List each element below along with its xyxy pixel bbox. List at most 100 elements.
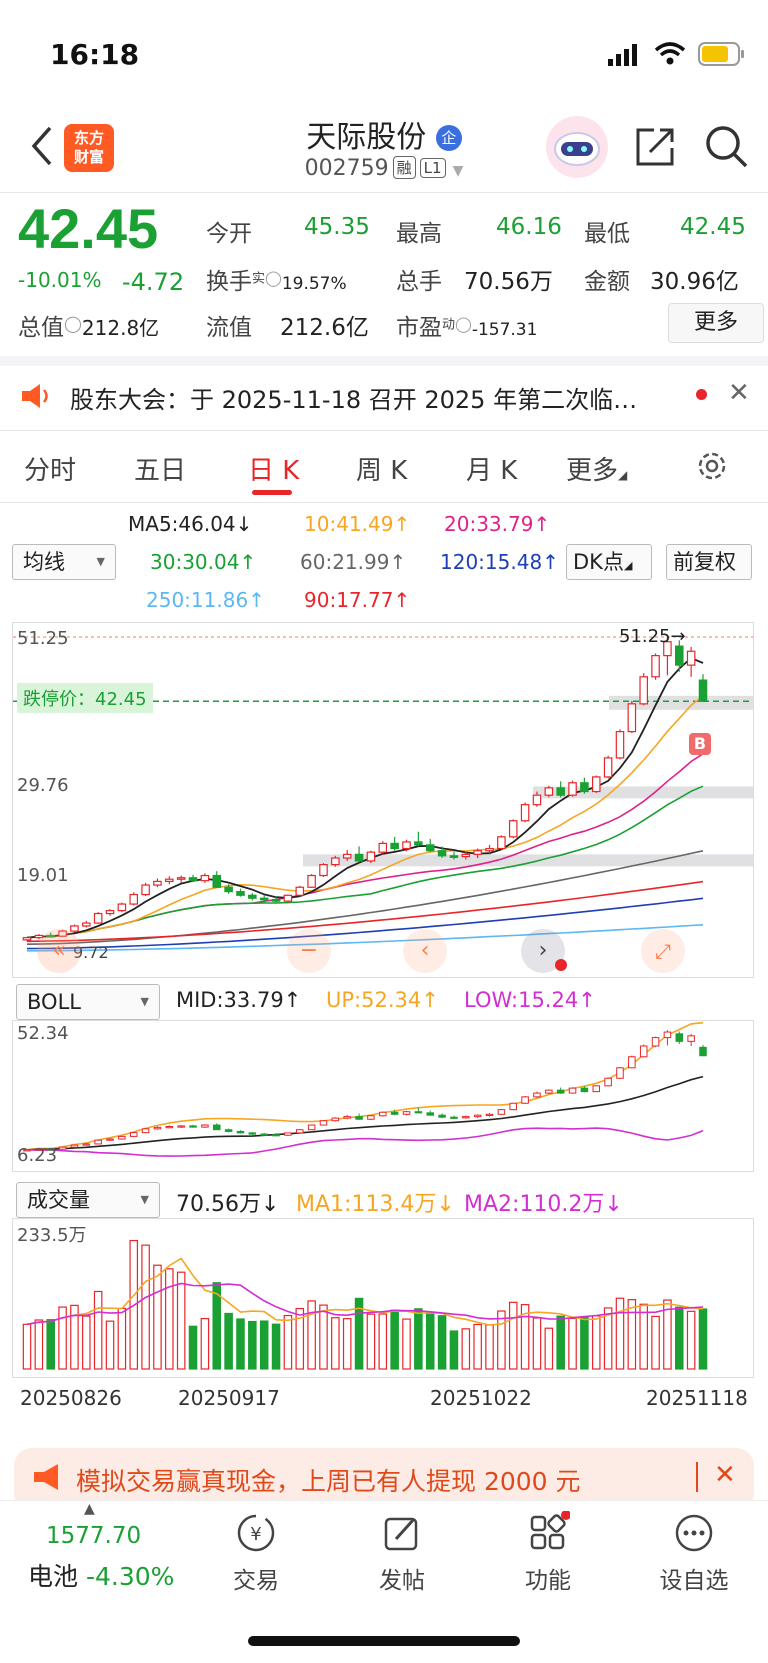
trade-button[interactable]: ¥ 交易 <box>196 1511 316 1595</box>
candle <box>593 777 600 792</box>
volume-ma1: MA1:113.4万↓ <box>296 1186 455 1218</box>
volume-ma2-line <box>27 1284 703 1325</box>
add-watchlist-button[interactable]: 设自选 <box>634 1511 754 1595</box>
boll-candle <box>225 1130 232 1132</box>
volume-bar <box>450 1331 457 1369</box>
chevron-up-icon[interactable]: ▲ <box>84 1501 95 1517</box>
volume-ma2: MA2:110.2万↓ <box>464 1186 623 1218</box>
robot-assistant-icon[interactable] <box>546 116 608 178</box>
chevron-down-icon[interactable]: ▼ <box>453 163 464 179</box>
candle <box>438 851 445 856</box>
volume-bar <box>83 1316 90 1369</box>
boll-upper-line <box>27 1023 703 1150</box>
scroll-start-icon[interactable]: « <box>37 929 81 973</box>
scroll-left-icon[interactable]: ‹ <box>403 929 447 973</box>
boll-candle <box>486 1114 493 1115</box>
notice-bar[interactable]: 股东大会：于 2025-11-18 召开 2025 年第二次临… ✕ <box>0 360 768 430</box>
post-button[interactable]: 发帖 <box>342 1511 462 1595</box>
volume-bar <box>438 1316 445 1369</box>
share-icon[interactable] <box>632 124 676 172</box>
tab-minute[interactable]: 分时 <box>24 450 76 487</box>
boll-chart[interactable]: 52.34 6.23 <box>12 1020 754 1172</box>
volume-bar <box>687 1311 694 1369</box>
buy-marker-b[interactable]: B <box>689 733 711 755</box>
zoom-out-icon[interactable]: − <box>287 929 331 973</box>
volume-bar <box>593 1316 600 1369</box>
volume-bar <box>391 1310 398 1369</box>
boll-candle <box>368 1116 375 1119</box>
candle <box>545 788 552 795</box>
volume-bar <box>344 1319 351 1369</box>
info-icon: ◯ <box>455 315 472 333</box>
limit-down-label: 跌停价：42.45 <box>17 683 153 713</box>
candle <box>154 881 161 885</box>
candle <box>23 938 30 940</box>
candle <box>652 656 659 677</box>
boll-mid: MID:33.79↑ <box>176 988 301 1012</box>
home-indicator <box>248 1636 520 1646</box>
company-badge-icon: 企 <box>436 125 462 151</box>
tab-daily-k[interactable]: 日 K <box>248 450 299 487</box>
candle <box>486 849 493 851</box>
volume-bar <box>486 1325 493 1369</box>
close-icon[interactable]: ✕ <box>728 378 750 408</box>
boll-candle <box>308 1125 315 1130</box>
period-tabs: 分时 五日 日 K 周 K 月 K 更多◢ <box>0 436 768 502</box>
ma5-label: MA5:46.04↓ <box>128 512 252 536</box>
volume-bar <box>261 1321 268 1369</box>
boll-candle <box>178 1126 185 1127</box>
candle <box>166 879 173 881</box>
volume-bar <box>201 1319 208 1369</box>
more-button[interactable]: 更多 <box>668 303 764 343</box>
volume-bar <box>498 1311 505 1369</box>
ma-select[interactable]: 均线 ▼ <box>12 544 116 580</box>
date-label-2: 20250917 <box>178 1386 280 1410</box>
amount-field: 金额 <box>584 262 630 296</box>
tab-five-day[interactable]: 五日 <box>134 450 186 487</box>
volume-bar <box>699 1309 706 1369</box>
volume-bar <box>189 1326 196 1369</box>
boll-select[interactable]: BOLL ▼ <box>16 984 160 1020</box>
volume-chart[interactable]: 233.5万 <box>12 1218 754 1378</box>
ma20-label: 20:33.79↑ <box>444 512 550 536</box>
boll-candle <box>498 1110 505 1115</box>
tab-weekly-k[interactable]: 周 K <box>356 450 407 487</box>
boll-candle <box>629 1057 636 1068</box>
close-icon[interactable]: ✕ <box>714 1460 736 1490</box>
tab-more[interactable]: 更多◢ <box>566 450 627 487</box>
boll-candle <box>83 1144 90 1145</box>
candle <box>462 854 469 856</box>
candle <box>415 842 422 845</box>
volume-bar <box>415 1309 422 1369</box>
volume-select[interactable]: 成交量 ▼ <box>16 1182 160 1218</box>
boll-candle <box>664 1032 671 1038</box>
date-label-4: 20251118 <box>646 1386 748 1410</box>
ma250-label: 250:11.86↑ <box>146 588 265 612</box>
kline-chart[interactable]: 51.25 29.76 19.01 跌停价：42.45 51.25→ B 9.7… <box>12 622 754 978</box>
pe-field: 市盈动◯-157.31 <box>396 308 537 342</box>
candle <box>450 856 457 858</box>
settings-gear-icon[interactable] <box>694 448 730 488</box>
volume-bar <box>177 1272 184 1369</box>
change-percent: -10.01% <box>18 268 101 292</box>
tab-monthly-k[interactable]: 月 K <box>466 450 517 487</box>
low-value: 42.45 <box>680 214 746 240</box>
boll-candle <box>356 1117 363 1120</box>
functions-button[interactable]: 功能 <box>488 1511 608 1595</box>
volume-bar <box>237 1319 244 1369</box>
index-label[interactable]: 电池 -4.30% <box>28 1557 174 1593</box>
candle <box>367 852 374 861</box>
dk-point-button[interactable]: DK点◢ <box>566 544 652 580</box>
candle <box>557 788 564 795</box>
adjust-button[interactable]: 前复权 <box>666 544 752 580</box>
boll-candle <box>332 1118 339 1121</box>
fullscreen-icon[interactable]: ⤢ <box>641 929 685 973</box>
search-icon[interactable] <box>704 124 748 172</box>
boll-candle <box>213 1125 220 1130</box>
volume-bar <box>142 1245 149 1369</box>
boll-y-bottom: 6.23 <box>17 1145 57 1166</box>
high-value: 46.16 <box>496 214 562 240</box>
index-value[interactable]: 1577.70 <box>46 1523 141 1549</box>
volume-bar <box>640 1304 647 1369</box>
candle <box>676 646 683 665</box>
